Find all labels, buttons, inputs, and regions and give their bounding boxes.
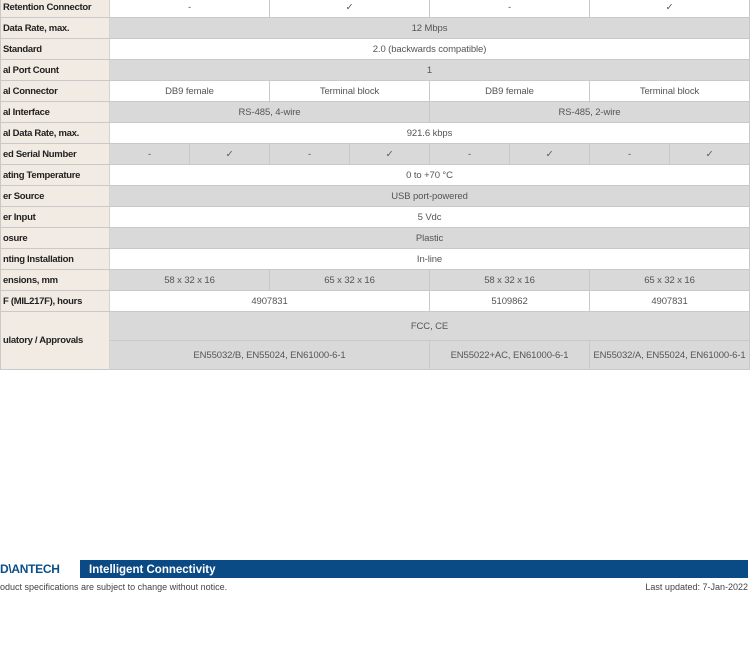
table-cell: ✓ (589, 0, 750, 18)
tagline: Intelligent Connectivity (89, 564, 216, 576)
table-cell: EN55032/A, EN55024, EN61000-6-1 (589, 340, 750, 370)
table-cell: ✓ (669, 143, 750, 165)
last-updated: Last updated: 7-Jan-2022 (645, 582, 748, 592)
row-label: ulatory / Approvals (0, 311, 110, 370)
row-label: al Interface (0, 101, 110, 123)
table-cell: ✓ (349, 143, 430, 165)
table-cell: 0 to +70 °C (109, 164, 750, 186)
table-row: ed Serial Number - ✓ - ✓ - ✓ - ✓ (0, 143, 750, 165)
table-cell: 2.0 (backwards compatible) (109, 38, 750, 60)
table-row: er Source USB port-powered (0, 185, 750, 207)
table-cell: 5109862 (429, 290, 590, 312)
table-row: EN55032/B, EN55024, EN61000-6-1 EN55022+A… (1, 340, 750, 370)
table-cell: ✓ (189, 143, 270, 165)
table-row: al Interface RS-485, 4-wire RS-485, 2-wire (0, 101, 750, 123)
row-label: er Input (0, 206, 110, 228)
disclaimer: oduct specifications are subject to chan… (0, 582, 228, 592)
table-row: al Data Rate, max. 921.6 kbps (0, 122, 750, 144)
table-cell: - (269, 143, 350, 165)
table-row: ating Temperature 0 to +70 °C (0, 164, 750, 186)
table-row: F (MIL217F), hours 4907831 5109862 4907831 (0, 290, 750, 312)
row-label: osure (0, 227, 110, 249)
row-label: ensions, mm (0, 269, 110, 291)
table-cell: USB port-powered (109, 185, 750, 207)
table-cell: DB9 female (109, 80, 270, 102)
row-label: ed Serial Number (0, 143, 110, 165)
table-cell: 58 x 32 x 16 (109, 269, 270, 291)
table-cell: 58 x 32 x 16 (429, 269, 590, 291)
table-row: al Port Count 1 (0, 59, 750, 81)
table-row: Data Rate, max. 12 Mbps (0, 17, 750, 39)
table-cell: ✓ (509, 143, 590, 165)
table-cell: Terminal block (269, 80, 430, 102)
table-cell: Terminal block (589, 80, 750, 102)
table-cell: DB9 female (429, 80, 590, 102)
table-cell: - (589, 143, 670, 165)
row-label: Data Rate, max. (0, 17, 110, 39)
advantech-logo: D\ANTECH (0, 562, 60, 576)
table-cell: 12 Mbps (109, 17, 750, 39)
table-cell: - (429, 143, 510, 165)
table-cell: - (429, 0, 590, 18)
table-row: nting Installation In-line (0, 248, 750, 270)
table-cell: 4907831 (109, 290, 430, 312)
table-cell: 4907831 (589, 290, 750, 312)
table-cell: EN55032/B, EN55024, EN61000-6-1 (109, 340, 430, 370)
table-cell: RS-485, 4-wire (109, 101, 430, 123)
table-cell: - (109, 0, 270, 18)
table-row: ulatory / Approvals FCC, CE (0, 311, 750, 370)
brand-bar: Intelligent Connectivity (78, 560, 748, 578)
table-cell: - (109, 143, 190, 165)
row-label: al Port Count (0, 59, 110, 81)
row-label: al Data Rate, max. (0, 122, 110, 144)
table-cell: 5 Vdc (109, 206, 750, 228)
row-label: Standard (0, 38, 110, 60)
table-cell: 65 x 32 x 16 (269, 269, 430, 291)
table-row: ensions, mm 58 x 32 x 16 65 x 32 x 16 58 x … (0, 269, 750, 291)
table-cell: ✓ (269, 0, 430, 18)
table-cell: 921.6 kbps (109, 122, 750, 144)
table-cell: FCC, CE (109, 311, 750, 341)
table-row: er Input 5 Vdc (0, 206, 750, 228)
table-cell: 1 (109, 59, 750, 81)
table-cell: EN55022+AC, EN61000-6-1 (429, 340, 590, 370)
row-label: al Connector (0, 80, 110, 102)
spec-table: Retention Connector - ✓ - ✓ Data Rate, max. 12… (0, 0, 750, 370)
row-label: nting Installation (0, 248, 110, 270)
table-row: Retention Connector - ✓ - ✓ (0, 0, 750, 18)
table-cell: 65 x 32 x 16 (589, 269, 750, 291)
table-row: osure Plastic (0, 227, 750, 249)
row-label: ating Temperature (0, 164, 110, 186)
table-row: Standard 2.0 (backwards compatible) (0, 38, 750, 60)
footer-banner: D\ANTECH Intelligent Connectivity (0, 560, 748, 578)
table-cell: RS-485, 2-wire (429, 101, 750, 123)
table-row: al Connector DB9 female Terminal block DB9 … (0, 80, 750, 102)
row-label: Retention Connector (0, 0, 110, 18)
table-cell: Plastic (109, 227, 750, 249)
table-cell: In-line (109, 248, 750, 270)
row-label: F (MIL217F), hours (0, 290, 110, 312)
row-label: er Source (0, 185, 110, 207)
